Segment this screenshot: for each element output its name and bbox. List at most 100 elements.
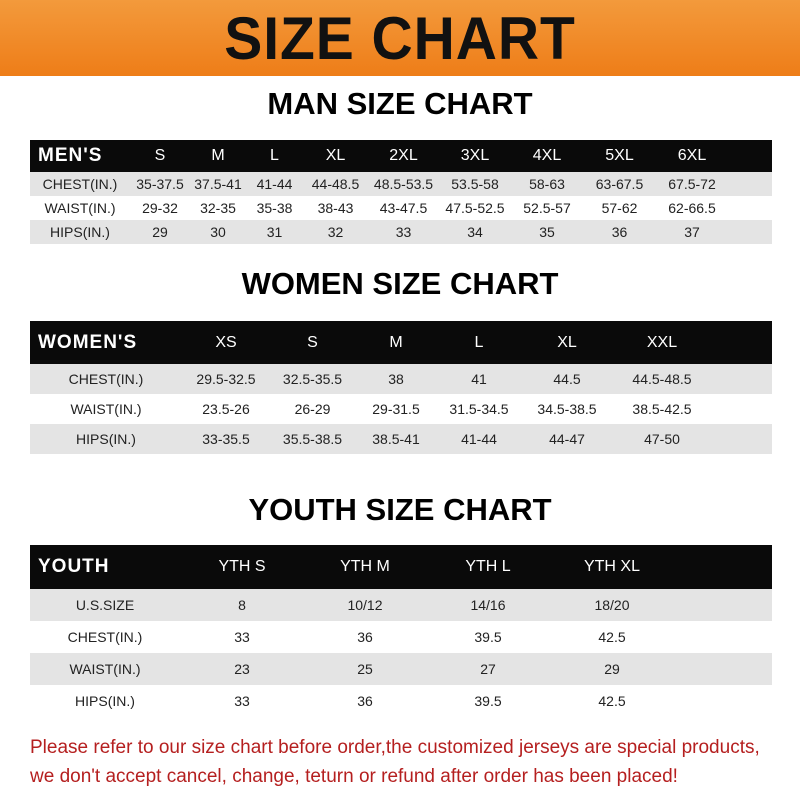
table-row: HIPS(IN.) 29 30 31 32 33 34 35 36 37 (30, 220, 772, 244)
table-cell: 44-47 (549, 431, 585, 447)
title-banner: SIZE CHART (0, 0, 800, 76)
table-cell: 58-63 (529, 176, 565, 192)
size-header-cell: XS (215, 333, 237, 351)
size-header-cell: L (474, 333, 484, 351)
row-label: WAIST(IN.) (44, 200, 116, 216)
table-cell: 31.5-34.5 (449, 401, 509, 417)
size-header-cell: YTH M (340, 558, 390, 575)
table-cell: 44.5 (553, 371, 581, 387)
table-cell: 38.5-42.5 (632, 401, 692, 417)
table-cell: 35 (539, 224, 555, 240)
size-header-cell: M (389, 333, 403, 351)
table-cell: 48.5-53.5 (373, 176, 434, 192)
table-cell: 29 (604, 661, 620, 677)
table-row: HIPS(IN.) 33 36 39.5 42.5 (30, 685, 772, 717)
table-cell: 57-62 (601, 200, 638, 216)
table-cell: 18/20 (594, 597, 630, 613)
table-title-cell: MEN'S (38, 145, 103, 166)
row-label: CHEST(IN.) (42, 176, 118, 192)
table-cell: 39.5 (474, 693, 502, 709)
table-cell: 10/12 (347, 597, 383, 613)
women-size-table: WOMEN'S XS S M L XL XXL CHEST(IN.) 29.5-32.5 32.5… (30, 321, 772, 454)
table-cell: 41 (471, 371, 487, 387)
row-label: HIPS(IN.) (76, 431, 136, 447)
table-cell: 33 (395, 224, 412, 240)
order-notice: Please refer to our size chart before or… (30, 733, 790, 791)
table-cell: 29-32 (142, 200, 178, 216)
size-header-cell: 5XL (605, 147, 634, 164)
table-title-cell: YOUTH (38, 556, 110, 577)
youth-size-table: YOUTH YTH S YTH M YTH L YTH XL U.S.SIZE 8 10/12… (30, 545, 772, 717)
men-size-table: MEN'S S M L XL 2XL 3XL 4XL 5XL 6XL CHEST(IN.) 35-37… (30, 140, 772, 244)
row-label: CHEST(IN.) (68, 371, 144, 387)
table-cell: 33 (234, 693, 250, 709)
table-cell: 44-48.5 (311, 176, 360, 192)
table-cell: 33-35.5 (202, 431, 250, 447)
table-row: WAIST(IN.) 23.5-26 26-29 29-31.5 31.5-34.5 34… (30, 394, 772, 424)
table-cell: 38-43 (317, 200, 354, 216)
table-row: CHEST(IN.) 33 36 39.5 42.5 (30, 621, 772, 653)
table-row: HIPS(IN.) 33-35.5 35.5-38.5 38.5-41 41-44 44-… (30, 424, 772, 454)
table-row: CHEST(IN.) 35-37.5 37.5-41 41-44 44-48.5 48.5… (30, 172, 772, 196)
size-header-cell: 4XL (532, 147, 562, 164)
table-cell: 14/16 (470, 597, 506, 613)
table-cell: 41-44 (461, 431, 497, 447)
table-cell: 53.5-58 (451, 176, 499, 192)
table-cell: 42.5 (598, 693, 626, 709)
table-cell: 30 (210, 224, 226, 240)
table-cell: 32 (327, 224, 344, 240)
table-cell: 26-29 (294, 401, 331, 417)
table-cell: 62-66.5 (668, 200, 716, 216)
size-header-cell: S (307, 333, 318, 351)
table-cell: 37 (684, 224, 700, 240)
table-cell: 33 (234, 629, 250, 645)
table-row: CHEST(IN.) 29.5-32.5 32.5-35.5 38 41 44.5 44.5… (30, 364, 772, 394)
size-header-cell: XXL (646, 333, 678, 351)
size-header-cell: 2XL (389, 147, 418, 164)
table-cell: 36 (357, 693, 373, 709)
row-label: WAIST(IN.) (69, 661, 141, 677)
table-cell: 38.5-41 (372, 431, 420, 447)
men-heading: MAN SIZE CHART (267, 86, 533, 121)
table-row: WAIST(IN.) 23 25 27 29 (30, 653, 772, 685)
table-cell: 35.5-38.5 (282, 431, 343, 447)
table-row: WAIST(IN.) 29-32 32-35 35-38 38-43 43-47.5 47.… (30, 196, 772, 220)
table-cell: 25 (357, 661, 373, 677)
table-cell: 39.5 (474, 629, 502, 645)
table-cell: 67.5-72 (668, 176, 716, 192)
table-row: U.S.SIZE 8 10/12 14/16 18/20 (30, 589, 772, 621)
header-row: WOMEN'S XS S M L XL XXL (30, 321, 772, 364)
size-header-cell: 3XL (460, 147, 490, 164)
row-label: HIPS(IN.) (50, 224, 110, 240)
table-cell: 23.5-26 (202, 401, 250, 417)
size-header-cell: YTH XL (583, 558, 640, 575)
table-cell: 27 (480, 661, 496, 677)
table-title-cell: WOMEN'S (38, 331, 138, 353)
row-label: U.S.SIZE (75, 597, 135, 613)
table-cell: 38 (388, 371, 404, 387)
table-cell: 47-50 (644, 431, 680, 447)
table-cell: 32-35 (200, 200, 236, 216)
table-cell: 37.5-41 (194, 176, 242, 192)
youth-heading: YOUTH SIZE CHART (248, 492, 552, 527)
table-cell: 29-31.5 (372, 401, 420, 417)
row-label: HIPS(IN.) (75, 693, 135, 709)
table-cell: 8 (238, 597, 246, 613)
size-header-cell: L (270, 147, 279, 164)
table-cell: 31 (266, 224, 283, 240)
table-cell: 36 (611, 224, 628, 240)
table-cell: 23 (234, 661, 250, 677)
table-cell: 34 (467, 224, 483, 240)
table-cell: 29 (152, 224, 168, 240)
table-cell: 35-37.5 (136, 176, 184, 192)
notice-line: we don't accept cancel, change, teturn o… (30, 766, 678, 787)
page-title: SIZE CHART (224, 4, 576, 72)
table-cell: 47.5-52.5 (445, 200, 505, 216)
table-cell: 34.5-38.5 (537, 401, 597, 417)
table-cell: 44.5-48.5 (632, 371, 692, 387)
table-cell: 42.5 (598, 629, 626, 645)
size-header-cell: M (211, 147, 225, 164)
size-header-cell: S (154, 147, 166, 164)
size-header-cell: YTH L (465, 558, 511, 575)
table-cell: 43-47.5 (379, 200, 428, 216)
